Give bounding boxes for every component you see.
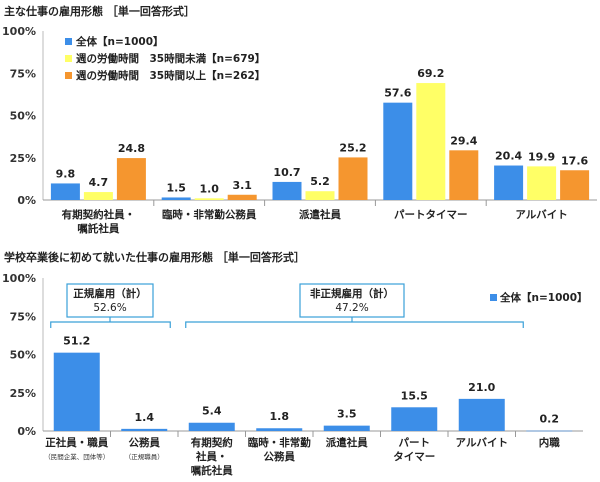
category-label: タイマー [393,451,435,463]
data-label: 29.4 [450,134,477,147]
y-tick-label: 0% [17,194,36,207]
bar [272,181,302,200]
legend-label: 全体【n=1000】 [75,35,164,48]
data-label: 1.0 [199,182,219,195]
bar [256,428,303,431]
bar [194,198,224,200]
bar [227,194,257,200]
category-label: 社員・ [195,450,228,463]
bar [527,166,557,200]
bar [323,425,370,431]
data-label: 20.4 [495,150,522,163]
data-label: 1.8 [270,410,290,423]
category-note: （民間企業、団体等） [44,452,109,461]
y-tick-label: 75% [10,310,36,323]
legend-swatch [65,72,72,79]
bar [161,197,191,200]
data-label: 0.2 [540,413,560,426]
data-label: 3.1 [232,179,252,192]
data-label: 5.2 [310,175,330,188]
data-label: 10.7 [273,166,300,179]
bar [449,150,479,200]
bar [305,191,335,200]
data-label: 51.2 [63,335,90,348]
bar [188,422,235,431]
employment-type-bar-chart: 0% 25% 50% 75% 100% 有期契約社員・嘱託社員 9.8 4.7 24.8 臨時・非… [2,25,597,235]
annotation-box [299,283,405,318]
data-label: 5.4 [202,405,222,418]
annotation-label: 正規雇用（計） [73,287,147,300]
legend-label: 週の労働時間 35時間以上【n=262】 [76,69,265,82]
bar [391,407,438,431]
data-label: 21.0 [468,381,495,394]
category-label: パート [399,437,431,449]
category-label: 公務員 [129,436,161,449]
bar [416,83,446,200]
category-label: 正社員・職員 [45,436,108,449]
data-label: 69.2 [417,67,444,80]
category-label: 有期契約 [191,436,233,449]
bar [53,352,100,431]
category-label: アルバイト [515,209,567,221]
y-tick-label: 50% [10,110,36,123]
y-tick-label: 25% [10,152,36,165]
bar [560,170,590,200]
category-label: 内職 [539,436,560,449]
data-label: 9.8 [56,167,76,180]
y-tick-label: 25% [10,387,36,400]
y-tick-label: 100% [2,272,36,285]
data-label: 17.6 [561,154,588,167]
bar [83,192,113,200]
bar [383,102,413,200]
legend-label: 全体【n=1000】 [499,291,588,304]
legend-label: 週の労働時間 35時間未満【n=679】 [76,52,265,65]
chart2-title: 学校卒業後に初めて就いた仕事の雇用形態 ［単一回答形式］ [4,251,305,264]
data-label: 25.2 [339,141,366,154]
y-tick-label: 0% [17,425,36,438]
data-label: 57.6 [384,87,411,100]
category-label: 派遣社員 [326,436,368,449]
category-label: パートタイマー [394,209,468,221]
data-label: 4.7 [89,176,109,189]
annotation-label: 非正規雇用（計） [310,287,394,300]
bar [50,183,80,200]
data-label: 19.9 [528,150,555,163]
bracket [185,321,524,328]
legend-swatch [490,294,497,301]
data-label: 24.8 [118,142,145,155]
legend-swatch [65,55,72,62]
bar [338,157,368,200]
category-label: 臨時・非常勤 [248,436,311,449]
annotation-box [66,283,154,318]
y-tick-label: 100% [2,25,36,38]
annotation-label: 47.2% [335,302,368,314]
bar [458,398,505,431]
category-label: 臨時・非常勤公務員 [162,208,257,221]
bar [121,428,168,431]
bar [494,165,524,200]
legend-swatch [65,38,72,45]
category-label: アルバイト [456,437,508,449]
category-label: 有期契約社員・ [62,208,136,221]
category-label: 嘱託社員 [191,464,233,477]
y-tick-label: 75% [10,67,36,80]
bar [116,158,146,200]
bar [526,430,573,432]
annotation-label: 52.6% [93,302,126,314]
category-note: （正規職員） [125,452,164,461]
y-tick-label: 50% [10,349,36,362]
data-label: 3.5 [337,408,357,421]
category-label: 嘱託社員 [77,222,119,235]
bracket [50,321,171,328]
category-label: 公務員 [264,450,296,463]
data-label: 1.5 [166,181,186,194]
category-label: 派遣社員 [299,208,341,221]
chart1-title: 主な仕事の雇用形態 ［単一回答形式］ [4,5,195,18]
data-label: 15.5 [401,389,428,402]
data-label: 1.4 [135,411,155,424]
